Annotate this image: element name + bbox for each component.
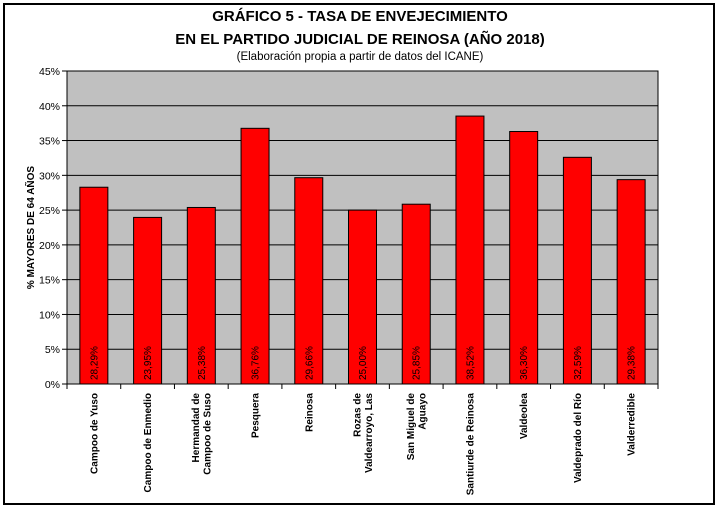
y-tick-label: 35% xyxy=(39,136,60,148)
bar xyxy=(133,216,163,385)
bar xyxy=(240,127,270,385)
y-tick-label: 45% xyxy=(39,66,60,78)
bar-value-label: 38,52% xyxy=(465,346,476,380)
y-axis-label: % MAYORES DE 64 AÑOS xyxy=(24,166,37,290)
x-category-label: Rozas deValdearroyo, Las xyxy=(352,393,375,473)
bar xyxy=(348,209,377,385)
x-category-label: Reinosa xyxy=(304,393,315,432)
bar xyxy=(455,115,485,385)
bar-value-label: 29,38% xyxy=(627,346,638,380)
chart-title-line2: EN EL PARTIDO JUDICIAL DE REINOSA (AÑO 2… xyxy=(175,31,545,48)
chart-title-line1: GRÁFICO 5 - TASA DE ENVEJECIMIENTO xyxy=(212,8,508,25)
chart-subtitle: (Elaboración propia a partir de datos de… xyxy=(236,51,484,63)
y-tick-label: 15% xyxy=(39,275,60,287)
bar-value-label: 28,29% xyxy=(89,346,100,380)
bar-value-label: 36,76% xyxy=(251,346,262,380)
y-tick-label: 25% xyxy=(39,205,60,217)
bar-value-label: 29,66% xyxy=(304,346,315,380)
bar xyxy=(79,186,109,385)
bar xyxy=(186,206,216,385)
bar xyxy=(294,177,324,385)
y-tick-label: 30% xyxy=(39,170,60,182)
y-tick-label: 10% xyxy=(39,309,60,321)
y-tick-label: 40% xyxy=(39,101,60,113)
x-category-label: Pesquera xyxy=(251,393,262,438)
bar xyxy=(616,179,646,385)
x-category-label: Valdeprado del Río xyxy=(573,393,584,483)
bar xyxy=(562,156,592,385)
x-category-label: Valderredible xyxy=(627,393,638,456)
y-tick-label: 5% xyxy=(45,344,60,356)
x-category-label: Campoo de Enmedio xyxy=(143,393,154,492)
bar-value-label: 25,85% xyxy=(412,346,423,380)
x-category-label: Hermandad deCampoo de Suso xyxy=(191,393,214,475)
bar-value-label: 36,30% xyxy=(519,346,530,380)
x-category-label: San Miguel deAguayo xyxy=(406,393,429,461)
bar xyxy=(509,131,539,385)
bar-value-label: 25,00% xyxy=(358,346,369,380)
bar xyxy=(401,203,431,385)
x-category-label: Campoo de Yuso xyxy=(89,393,100,474)
y-tick-label: 20% xyxy=(39,240,60,252)
bar-value-label: 23,95% xyxy=(143,346,154,380)
y-tick-label: 0% xyxy=(45,379,60,391)
bar-value-label: 32,59% xyxy=(573,346,584,380)
bar-value-label: 25,38% xyxy=(197,346,208,380)
x-category-label: Valdeolea xyxy=(519,393,530,440)
x-category-label: Santiurde de Reinosa xyxy=(465,393,476,496)
